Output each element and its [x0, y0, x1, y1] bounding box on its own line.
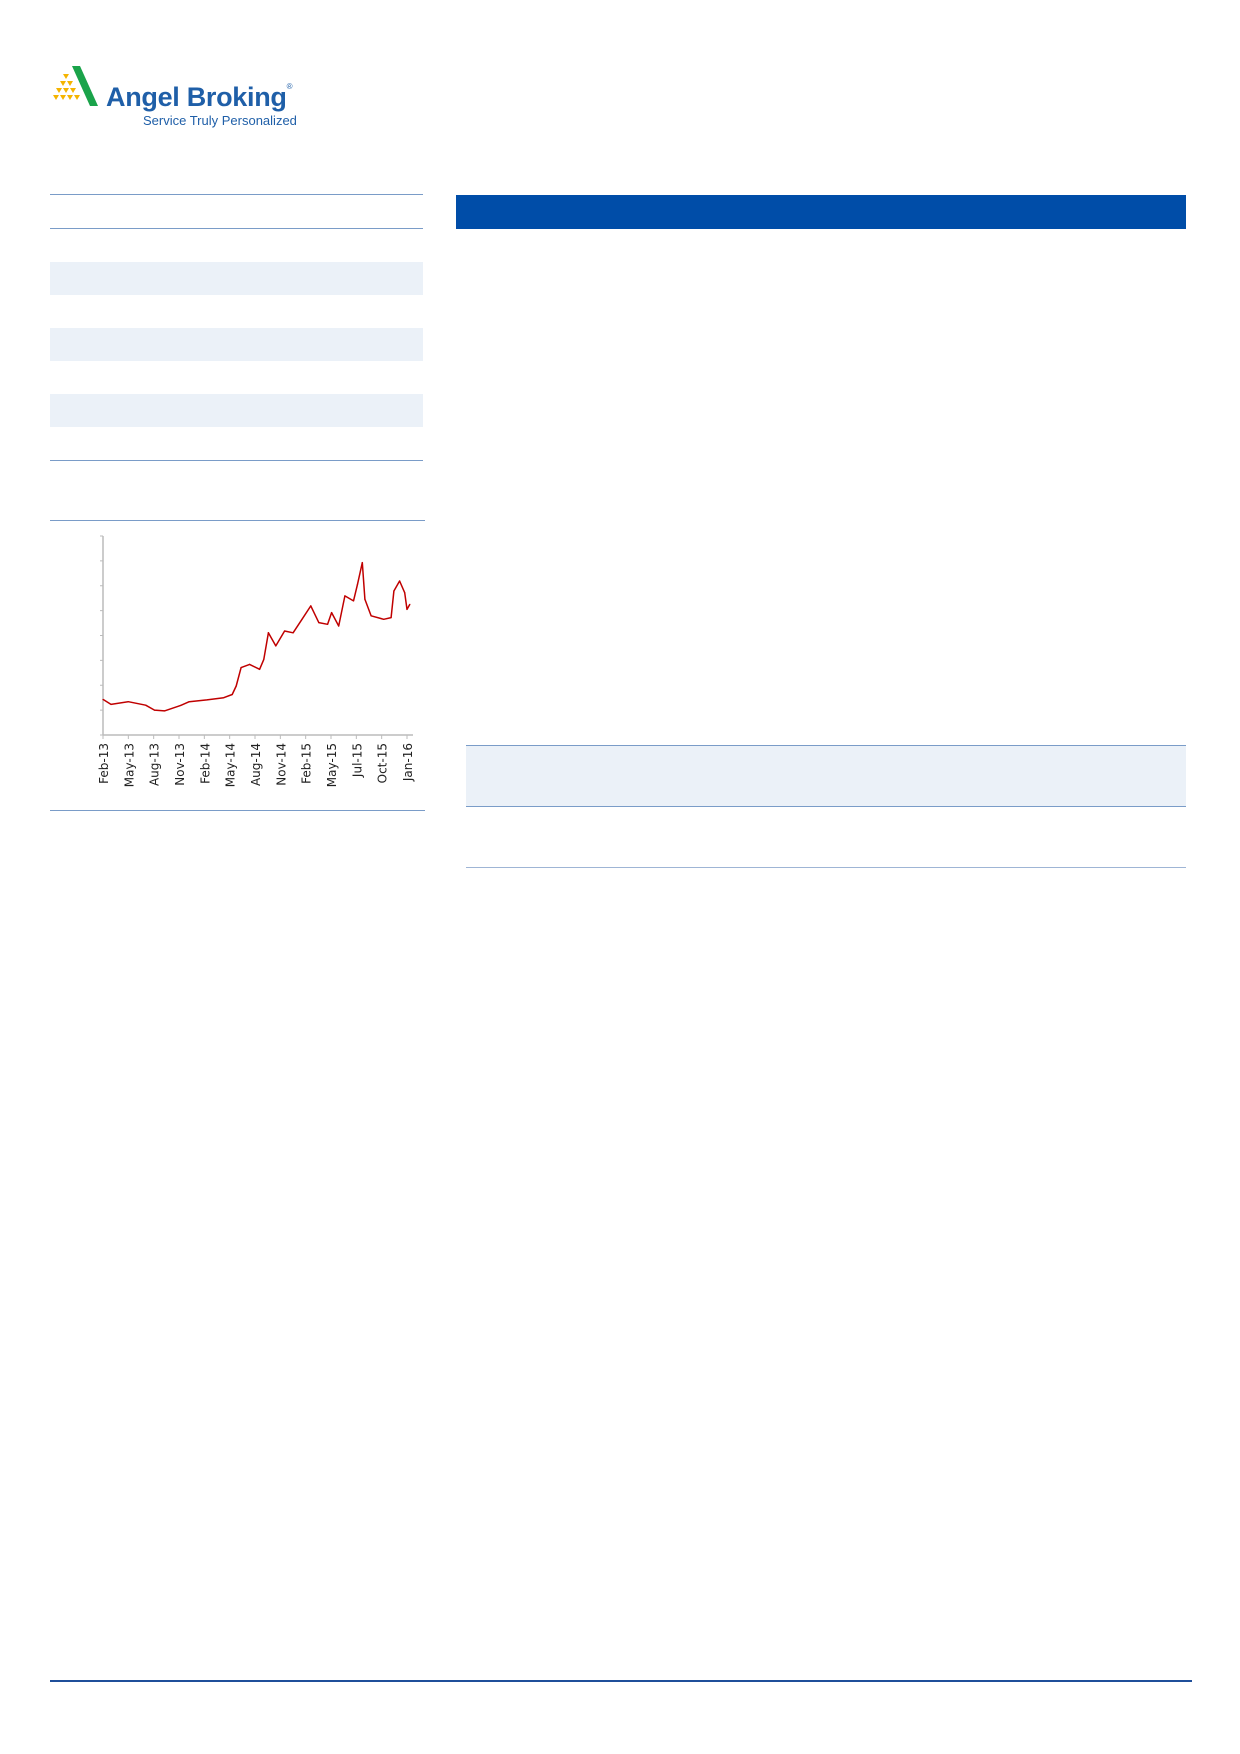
- left-table-bottom-rule: [50, 460, 423, 461]
- data-point: [145, 704, 147, 706]
- data-point: [102, 698, 104, 701]
- data-point: [370, 615, 372, 617]
- data-point: [258, 668, 261, 670]
- data-point: [318, 621, 320, 624]
- data-point: [404, 592, 406, 594]
- x-tick-label: Jul-15: [350, 743, 364, 778]
- chart-top-rule: [50, 520, 425, 521]
- data-point: [361, 562, 363, 564]
- data-point: [356, 583, 359, 585]
- x-tick-label: Feb-14: [198, 743, 212, 784]
- data-point: [153, 709, 156, 711]
- data-point: [267, 632, 269, 634]
- logo-wordmark: Angel Broking®: [106, 82, 292, 113]
- left-table-row: [50, 262, 423, 295]
- data-point: [180, 704, 182, 706]
- data-point: [163, 710, 166, 712]
- price-line: [102, 561, 411, 712]
- left-table-row: [50, 394, 423, 427]
- data-point: [406, 608, 408, 610]
- x-tick-label: May-14: [224, 743, 238, 787]
- x-tick-label: Aug-14: [249, 743, 263, 786]
- logo-registered: ®: [286, 82, 293, 91]
- left-table-top-rule: [50, 194, 423, 195]
- data-point: [398, 580, 401, 582]
- data-point: [231, 693, 233, 696]
- data-point: [338, 625, 340, 627]
- data-point: [364, 598, 366, 600]
- section-header-bar: [456, 195, 1186, 229]
- data-point: [263, 658, 265, 660]
- logo-mark-icon: [53, 66, 98, 106]
- x-tick-label: May-13: [122, 743, 136, 787]
- logo-tagline: Service Truly Personalized: [143, 113, 297, 128]
- data-point: [301, 618, 303, 620]
- x-tick-label: Feb-15: [300, 743, 314, 784]
- data-point: [275, 645, 277, 647]
- price-chart: Feb-13 May-13 Aug-13 Nov-13 Feb-14 May-14 Aug-…: [97, 535, 415, 787]
- data-point: [110, 703, 112, 706]
- data-point: [352, 600, 355, 602]
- chart-bottom-rule: [50, 810, 425, 811]
- x-tick-label: Feb-13: [97, 743, 111, 784]
- x-tick-label: Jan-16: [401, 743, 415, 782]
- data-point: [235, 685, 237, 687]
- right-table-top-rule: [466, 745, 1186, 746]
- data-point: [326, 623, 329, 625]
- data-point: [248, 663, 251, 665]
- x-tick-label: May-15: [325, 743, 339, 787]
- logo-name: Angel Broking: [106, 82, 287, 112]
- data-point: [284, 630, 286, 632]
- x-tick-label: Oct-15: [376, 743, 390, 783]
- data-point: [409, 603, 411, 606]
- left-table-header-rule: [50, 228, 423, 229]
- data-point: [393, 590, 395, 592]
- x-tick-label: Nov-13: [173, 743, 187, 786]
- right-table-bottom-rule: [466, 867, 1186, 868]
- footer-rule: [50, 1680, 1192, 1682]
- right-table-header-rule: [466, 806, 1186, 807]
- data-point: [344, 595, 346, 597]
- right-table-header-row: [466, 746, 1186, 806]
- data-point: [188, 701, 190, 703]
- data-point: [330, 612, 333, 614]
- data-point: [390, 616, 392, 619]
- data-point: [240, 666, 242, 669]
- x-tick-label: Aug-13: [148, 743, 162, 786]
- x-tick-label: Nov-14: [274, 743, 288, 786]
- logo: [50, 62, 310, 132]
- data-point: [383, 618, 385, 620]
- data-point: [292, 632, 294, 634]
- left-table-row: [50, 328, 423, 361]
- data-point: [223, 697, 225, 699]
- data-point: [127, 701, 129, 703]
- data-point: [206, 699, 208, 701]
- data-point: [310, 605, 312, 607]
